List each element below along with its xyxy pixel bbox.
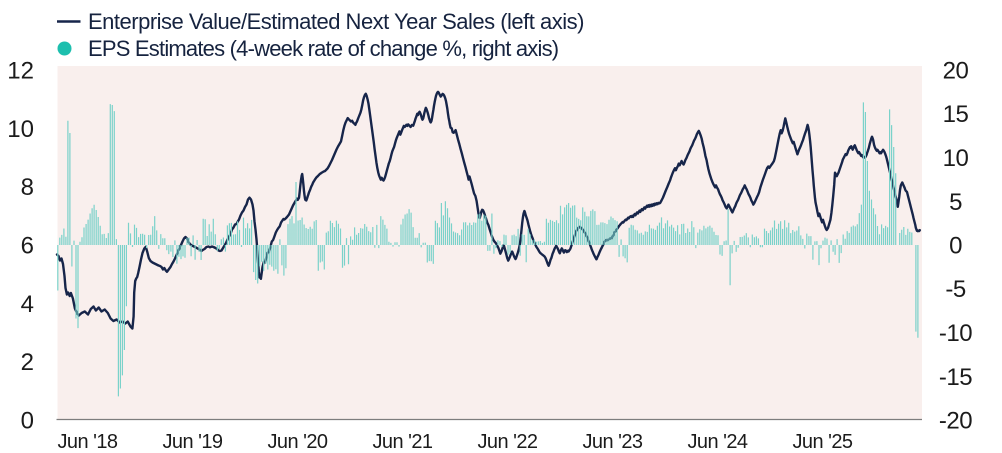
svg-text:0: 0 [949, 233, 962, 260]
svg-text:Enterprise Value/Estimated Nex: Enterprise Value/Estimated Next Year Sal… [88, 9, 584, 34]
svg-text:12: 12 [7, 58, 34, 85]
svg-text:-15: -15 [939, 364, 972, 391]
svg-text:Jun '20: Jun '20 [267, 431, 327, 453]
svg-text:6: 6 [21, 233, 34, 260]
svg-text:20: 20 [943, 58, 969, 85]
svg-text:0: 0 [21, 408, 34, 435]
svg-text:5: 5 [949, 189, 962, 216]
svg-text:4: 4 [21, 291, 34, 318]
svg-text:8: 8 [21, 174, 34, 201]
svg-text:Jun '23: Jun '23 [582, 431, 642, 453]
svg-text:10: 10 [7, 116, 34, 143]
svg-text:Jun '24: Jun '24 [687, 431, 747, 453]
svg-text:Jun '21: Jun '21 [372, 431, 432, 453]
svg-text:-10: -10 [939, 320, 972, 347]
svg-text:Jun '22: Jun '22 [477, 431, 537, 453]
svg-text:-20: -20 [939, 408, 972, 435]
svg-text:10: 10 [943, 145, 969, 172]
svg-text:15: 15 [943, 101, 969, 128]
svg-text:Jun '25: Jun '25 [792, 431, 852, 453]
svg-text:2: 2 [21, 349, 34, 376]
svg-text:Jun '19: Jun '19 [162, 431, 222, 453]
svg-text:-5: -5 [945, 276, 965, 303]
svg-text:Jun '18: Jun '18 [57, 431, 117, 453]
svg-text:EPS Estimates (4-week rate of: EPS Estimates (4-week rate of change %, … [88, 36, 558, 61]
